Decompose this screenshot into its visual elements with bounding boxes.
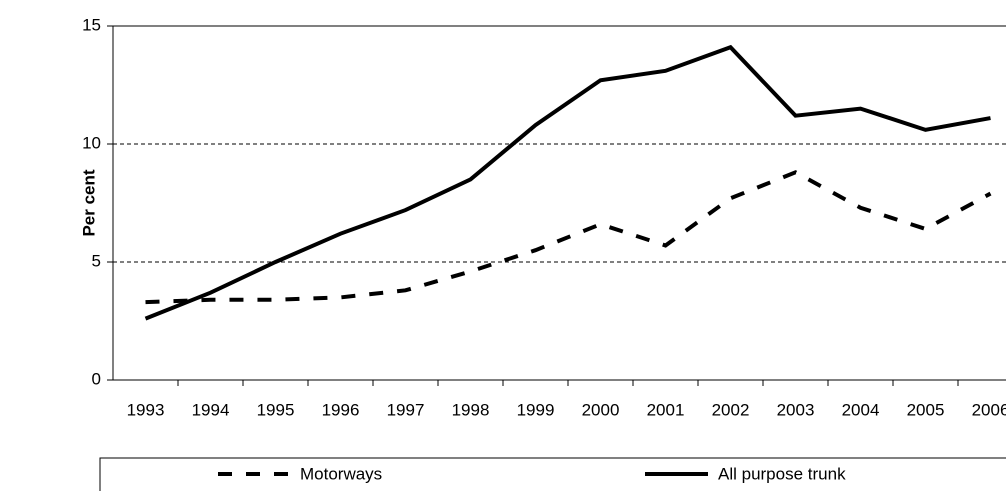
legend-box (99, 457, 1006, 491)
legend-label: Motorways (300, 464, 382, 483)
x-tick-label: 1996 (322, 400, 360, 419)
x-tick-label: 1994 (192, 400, 230, 419)
legend-label: All purpose trunk (718, 464, 846, 483)
x-tick-label: 2004 (842, 400, 880, 419)
x-tick-label: 1999 (517, 400, 555, 419)
y-tick-label: 15 (82, 15, 101, 34)
x-tick-label: 2003 (777, 400, 815, 419)
x-tick-label: 2002 (712, 400, 750, 419)
x-tick-label: 2005 (907, 400, 945, 419)
y-tick-label: 10 (82, 133, 101, 152)
y-tick-label: 0 (92, 369, 101, 388)
x-tick-label: 2001 (647, 400, 685, 419)
x-tick-label: 1997 (387, 400, 425, 419)
x-tick-label: 2006 (972, 400, 1006, 419)
y-axis-label: Per cent (79, 169, 98, 236)
line-series (144, 44, 991, 321)
y-tick-label: 5 (92, 251, 101, 270)
x-tick-label: 1993 (127, 400, 165, 419)
x-tick-label: 1998 (452, 400, 490, 419)
x-tick-label: 2000 (582, 400, 620, 419)
line-series (145, 170, 992, 305)
x-tick-label: 1995 (257, 400, 295, 419)
